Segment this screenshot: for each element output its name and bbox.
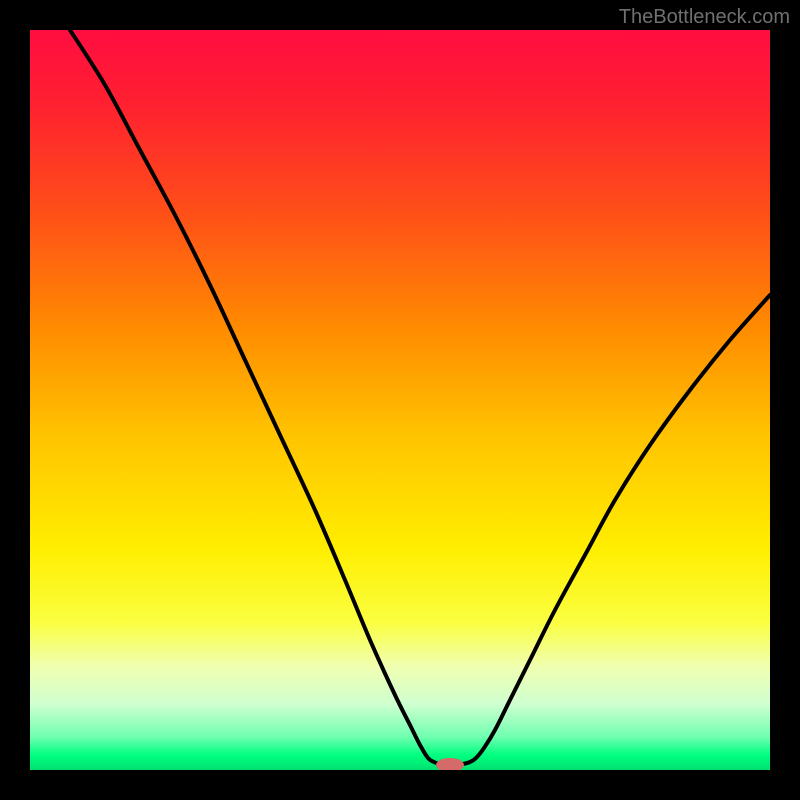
optimal-marker [436,758,464,772]
gradient-background [30,30,770,770]
watermark-text: TheBottleneck.com [619,6,790,29]
bottleneck-chart [0,0,800,800]
chart-svg [0,0,800,800]
